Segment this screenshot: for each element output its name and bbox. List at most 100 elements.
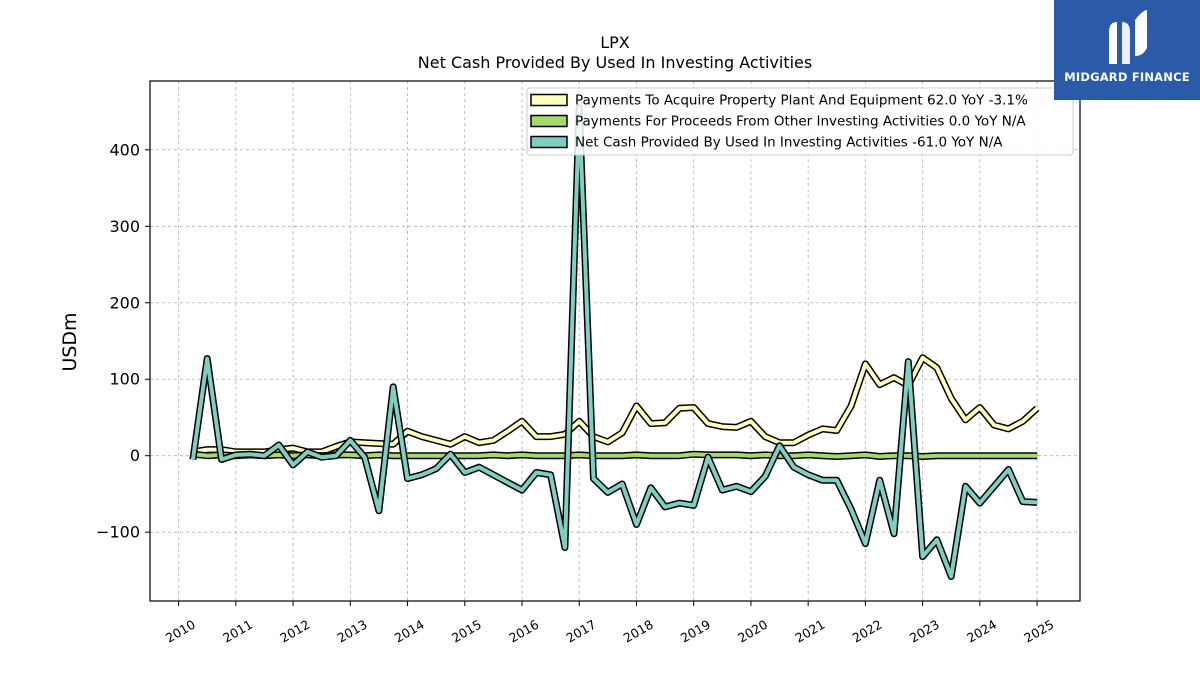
data-point bbox=[506, 481, 509, 484]
legend-box bbox=[526, 87, 1074, 156]
data-point bbox=[807, 473, 810, 476]
data-point bbox=[435, 454, 438, 457]
data-point bbox=[349, 439, 352, 442]
x-tick-label: 2016 bbox=[506, 617, 541, 646]
x-tick-label: 2014 bbox=[392, 617, 427, 646]
logo-mark-icon bbox=[1109, 10, 1147, 64]
data-point bbox=[520, 420, 524, 423]
data-point bbox=[649, 454, 652, 457]
series-ppe-payments-line bbox=[192, 355, 1039, 454]
y-tick-label: 200 bbox=[109, 293, 140, 312]
data-point bbox=[477, 454, 481, 457]
data-point bbox=[778, 444, 781, 447]
x-tick-label: 2013 bbox=[335, 617, 370, 646]
grid bbox=[150, 81, 1080, 601]
data-point bbox=[1021, 454, 1024, 457]
data-point bbox=[835, 455, 838, 458]
data-point bbox=[678, 501, 681, 505]
data-point bbox=[921, 555, 924, 558]
x-tick-label: 2022 bbox=[850, 617, 885, 646]
data-point bbox=[864, 362, 867, 366]
data-point bbox=[663, 454, 667, 457]
data-point bbox=[849, 508, 853, 511]
legend-label: Payments To Acquire Property Plant And E… bbox=[575, 93, 1028, 109]
data-point bbox=[520, 488, 524, 492]
data-point bbox=[291, 454, 295, 457]
data-point bbox=[864, 453, 867, 457]
data-point bbox=[878, 383, 881, 386]
data-point bbox=[363, 456, 366, 459]
data-point bbox=[792, 466, 795, 469]
data-point bbox=[764, 453, 767, 457]
data-point bbox=[964, 454, 967, 457]
data-point bbox=[821, 427, 824, 431]
data-point bbox=[663, 505, 667, 509]
data-point bbox=[721, 453, 724, 457]
data-point bbox=[306, 450, 309, 454]
data-point bbox=[477, 441, 481, 444]
x-tick-label: 2011 bbox=[220, 617, 255, 646]
data-point bbox=[635, 453, 638, 457]
data-point bbox=[392, 443, 395, 446]
data-point bbox=[864, 542, 867, 545]
legend-swatch bbox=[530, 93, 568, 107]
data-point bbox=[263, 454, 266, 457]
x-tick-label: 2010 bbox=[163, 617, 198, 646]
data-point bbox=[678, 454, 681, 457]
data-point bbox=[964, 418, 967, 421]
data-point bbox=[807, 433, 810, 437]
data-point bbox=[921, 455, 924, 458]
x-tick-label: 2025 bbox=[1021, 617, 1056, 646]
data-point bbox=[377, 442, 381, 445]
data-point bbox=[435, 467, 438, 470]
x-axis: 2010 2011 2012 2013 2014 2015 2016 2017 2018 2019… bbox=[163, 601, 1056, 646]
y-tick-label: 400 bbox=[109, 140, 140, 159]
x-tick-label: 2019 bbox=[678, 617, 713, 646]
legend-swatch bbox=[530, 135, 568, 149]
data-point bbox=[463, 435, 466, 438]
data-point bbox=[721, 425, 724, 428]
brand-name: MIDGARD FINANCE bbox=[1064, 70, 1190, 84]
x-tick-label: 2024 bbox=[964, 617, 999, 646]
data-point bbox=[606, 491, 609, 494]
data-point bbox=[406, 430, 409, 433]
data-point bbox=[993, 423, 996, 427]
data-point bbox=[735, 426, 738, 429]
data-point bbox=[392, 385, 395, 389]
data-point bbox=[835, 479, 838, 482]
data-point bbox=[492, 439, 495, 442]
data-point bbox=[535, 435, 538, 438]
data-point bbox=[950, 575, 953, 578]
data-point bbox=[463, 471, 466, 474]
data-point bbox=[907, 360, 910, 363]
series-layer bbox=[189, 104, 1040, 580]
data-point bbox=[535, 454, 538, 457]
data-point bbox=[950, 454, 953, 457]
data-point bbox=[349, 453, 352, 457]
data-point bbox=[291, 463, 295, 467]
x-tick-label: 2021 bbox=[792, 617, 827, 646]
data-point bbox=[420, 435, 423, 438]
data-point bbox=[649, 422, 652, 425]
x-tick-label: 2017 bbox=[563, 617, 598, 646]
data-point bbox=[206, 448, 209, 451]
data-point bbox=[520, 453, 524, 457]
data-point bbox=[849, 404, 853, 408]
series-net-investing bbox=[189, 104, 1039, 580]
data-point bbox=[206, 454, 209, 457]
data-point bbox=[621, 454, 624, 457]
data-point bbox=[377, 509, 381, 512]
plot-frame bbox=[149, 80, 1081, 602]
legend-swatch bbox=[530, 114, 568, 128]
data-point bbox=[663, 421, 667, 424]
data-point bbox=[492, 453, 495, 457]
data-point bbox=[506, 454, 509, 457]
data-point bbox=[706, 422, 710, 425]
data-point bbox=[606, 454, 609, 457]
data-point bbox=[749, 454, 753, 457]
x-tick-label: 2020 bbox=[735, 617, 770, 646]
data-point bbox=[935, 454, 939, 457]
data-point bbox=[921, 356, 924, 359]
chart-subtitle: Net Cash Provided By Used In Investing A… bbox=[418, 53, 812, 72]
data-point bbox=[1035, 501, 1039, 504]
